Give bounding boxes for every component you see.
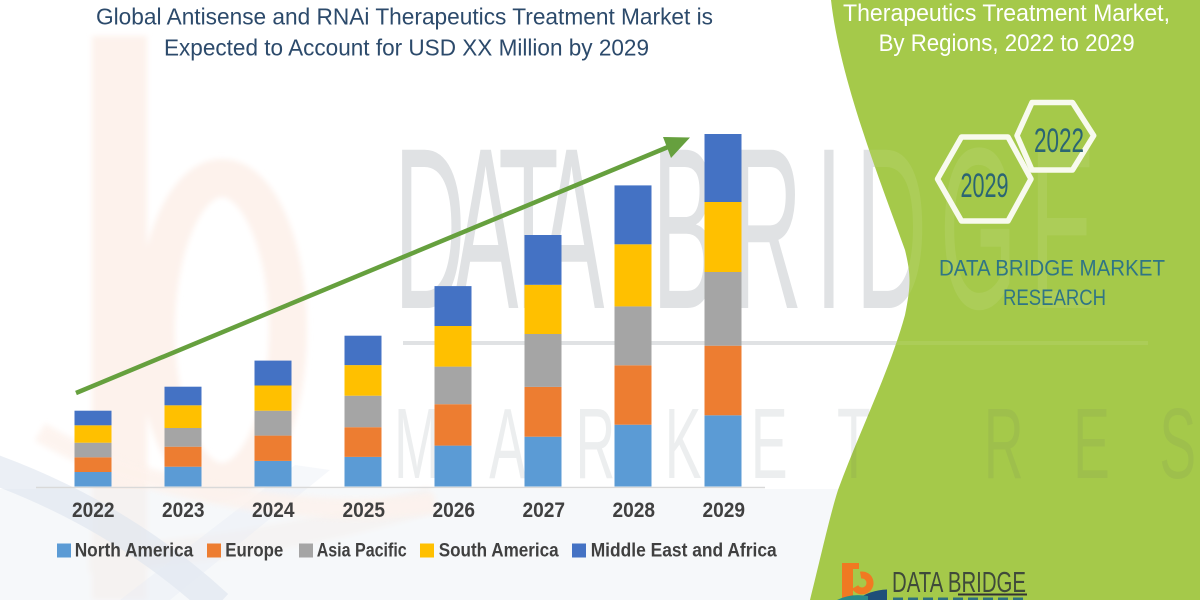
svg-text:2022: 2022 (1034, 122, 1084, 160)
svg-text:2024: 2024 (252, 499, 295, 522)
svg-text:Europe: Europe (225, 540, 283, 562)
svg-text:Middle East and Africa: Middle East and Africa (591, 540, 777, 562)
svg-text:MARKET RESEARCH: MARKET RESEARCH (394, 389, 1200, 501)
svg-text:Expected to Account for USD XX: Expected to Account for USD XX Million b… (164, 35, 649, 61)
svg-text:Global Antisense and RNAi Ther: Global Antisense and RNAi Therapeutics T… (96, 4, 713, 30)
svg-text:DATA: DATA (394, 100, 604, 357)
svg-text:North America: North America (75, 540, 194, 562)
svg-text:By Regions, 2022 to 2029: By Regions, 2022 to 2029 (879, 30, 1135, 57)
svg-text:2023: 2023 (162, 499, 205, 522)
svg-text:Therapeutics Treatment Market,: Therapeutics Treatment Market, (843, 0, 1170, 27)
svg-text:2029: 2029 (961, 167, 1009, 205)
svg-text:RESEARCH: RESEARCH (1003, 285, 1106, 310)
svg-text:2029: 2029 (703, 499, 746, 522)
svg-text:2022: 2022 (72, 499, 115, 522)
svg-text:South America: South America (439, 540, 559, 562)
svg-text:2028: 2028 (613, 499, 656, 522)
svg-text:2025: 2025 (343, 499, 386, 522)
svg-text:2027: 2027 (523, 499, 566, 522)
svg-text:Asia Pacific: Asia Pacific (317, 540, 407, 562)
svg-text:2026: 2026 (433, 499, 476, 522)
svg-text:DATA BRIDGE MARKET: DATA BRIDGE MARKET (939, 256, 1165, 281)
